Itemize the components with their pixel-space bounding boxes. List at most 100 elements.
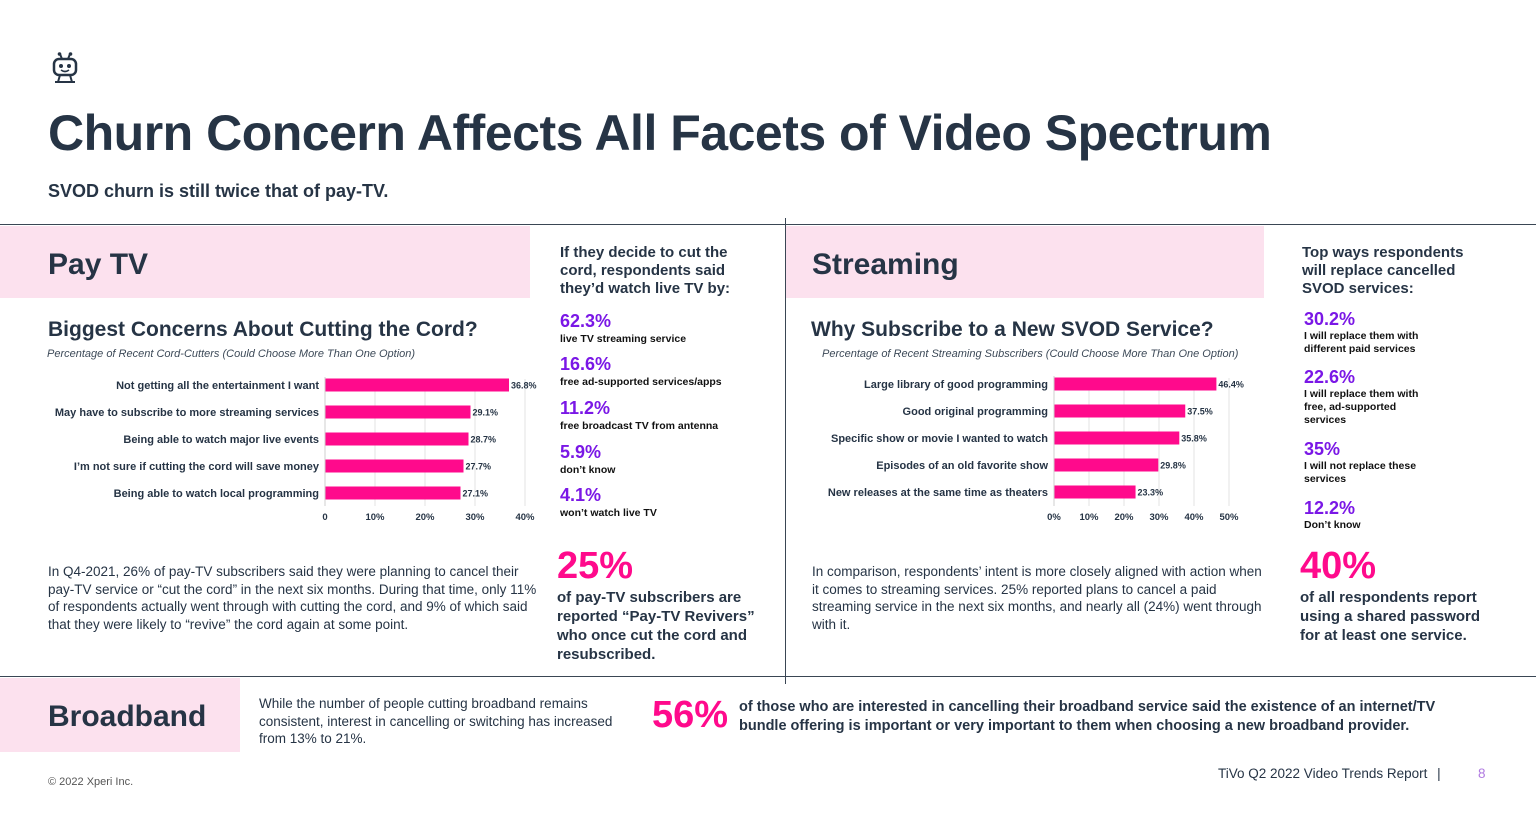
paytv-bar [325,486,461,500]
paytv-tick-label: 40% [515,512,535,523]
paytv-category-label: Being able to watch local programming [114,488,319,500]
streaming-bar [1054,485,1136,499]
streaming-stat-4: 12.2% Don’t know [1304,498,1474,532]
stat-desc: live TV streaming service [560,333,687,345]
bottom-divider [0,676,1536,677]
streaming-tick-label: 30% [1149,512,1169,523]
stat-pct: 4.1% [560,485,602,505]
streaming-paragraph: In comparison, respondents’ intent is mo… [812,564,1262,632]
streaming-bar [1054,377,1217,391]
paytv-bar-chart: 0 10% 20% 30% 40% Not getting all the enterta… [55,377,537,523]
streaming-value-label: 35.8% [1181,434,1207,444]
streaming-value-label: 37.5% [1187,407,1213,417]
streaming-stat-3: 35% I will not replace these services [1304,439,1474,486]
center-divider [785,218,786,684]
paytv-label: Pay TV [48,248,149,281]
streaming-tick-label: 40% [1184,512,1204,523]
top-divider [0,224,1536,225]
streaming-big-desc: of all respondents report using a shared… [1300,589,1481,644]
stat-desc: free ad-supported services/apps [560,376,722,388]
stat-pct: 22.6% [1304,367,1356,387]
streaming-tick-label: 10% [1079,512,1099,523]
stat-desc: I will replace them with free, ad-suppor… [1304,388,1419,426]
streaming-tick-label: 0% [1047,512,1061,523]
stat-pct: 35% [1304,439,1341,459]
tivo-robot-icon [52,52,78,83]
paytv-chart-title: Biggest Concerns About Cutting the Cord? [48,318,478,341]
stat-pct: 30.2% [1304,309,1356,329]
stat-pct: 5.9% [560,442,602,462]
stat-pct: 12.2% [1304,498,1356,518]
report-title: TiVo Q2 2022 Video Trends Report | [1218,766,1446,781]
report-name: TiVo Q2 2022 Video Trends Report [1218,766,1428,781]
paytv-value-label: 29.1% [473,408,499,418]
paytv-value-label: 36.8% [511,381,537,391]
streaming-value-label: 29.8% [1160,461,1186,471]
paytv-stat-1: 62.3% live TV streaming service [560,311,686,346]
streaming-chart-title: Why Subscribe to a New SVOD Service? [811,318,1214,341]
paytv-stat-2: 16.6% free ad-supported services/apps [560,354,722,389]
paytv-value-label: 27.7% [466,462,492,472]
streaming-stat-1: 30.2% I will replace them with different… [1304,309,1474,356]
paytv-big-desc: of pay-TV subscribers are reported “Pay-… [557,589,755,663]
stat-pct: 16.6% [560,354,612,374]
paytv-tick-label: 0 [322,512,327,523]
broadband-big-pct: 56% [652,694,729,736]
streaming-category-label: Specific show or movie I wanted to watch [831,433,1048,445]
streaming-bar [1054,458,1159,472]
page-title: Churn Concern Affects All Facets of Vide… [48,105,1272,161]
stat-pct: 62.3% [560,311,612,331]
stat-desc: Don’t know [1304,519,1361,531]
streaming-band [786,226,1264,298]
paytv-big-pct: 25% [557,545,634,587]
streaming-category-label: Large library of good programming [864,379,1048,391]
paytv-value-label: 28.7% [471,435,497,445]
streaming-big-pct: 40% [1300,545,1377,587]
streaming-stat-2: 22.6% I will replace them with free, ad-… [1304,367,1474,427]
streaming-value-label: 46.4% [1218,380,1244,390]
broadband-text: While the number of people cutting broad… [259,696,613,746]
paytv-value-label: 27.1% [463,489,489,499]
paytv-category-label: Not getting all the entertainment I want [116,380,319,392]
paytv-stat-3: 11.2% free broadcast TV from antenna [560,398,718,433]
stat-desc: free broadcast TV from antenna [560,420,719,432]
stat-desc: don’t know [560,464,616,476]
paytv-bar [325,378,509,392]
streaming-stats-heading: Top ways respondents will replace cancel… [1302,244,1464,297]
stat-desc: I will replace them with different paid … [1304,330,1419,355]
streaming-bar [1054,431,1180,445]
paytv-category-label: I’m not sure if cutting the cord will sa… [74,461,320,473]
paytv-tick-label: 30% [465,512,485,523]
paytv-stat-5: 4.1% won’t watch live TV [560,485,657,520]
streaming-value-label: 23.3% [1138,488,1164,498]
streaming-category-label: Good original programming [903,406,1048,418]
streaming-tick-label: 50% [1219,512,1239,523]
broadband-band [0,678,240,752]
streaming-chart-note: Percentage of Recent Streaming Subscribe… [822,348,1239,360]
stat-desc: I will not replace these services [1304,460,1417,485]
streaming-bar [1054,404,1186,418]
paytv-paragraph: In Q4-2021, 26% of pay-TV subscribers sa… [48,564,537,632]
streaming-category-label: Episodes of an old favorite show [876,460,1048,472]
paytv-category-label: Being able to watch major live events [123,434,319,446]
paytv-stat-4: 5.9% don’t know [560,442,615,477]
paytv-bar [325,405,471,419]
streaming-bar-chart: 0% 10% 20% 30% 40% 50% Large library of good p… [828,376,1244,523]
streaming-tick-label: 20% [1114,512,1134,523]
paytv-category-label: May have to subscribe to more streaming … [55,407,319,419]
broadband-big-desc: of those who are interested in cancellin… [739,699,1436,734]
page-subtitle: SVOD churn is still twice that of pay-TV… [48,181,389,201]
paytv-band [0,226,530,298]
paytv-bar [325,459,464,473]
paytv-bar [325,432,469,446]
paytv-chart-note: Percentage of Recent Cord-Cutters (Could… [47,348,416,360]
streaming-label: Streaming [812,248,959,281]
paytv-tick-label: 20% [415,512,435,523]
copyright: © 2022 Xperi Inc. [48,776,134,788]
footer-separator: | [1437,766,1441,781]
streaming-category-label: New releases at the same time as theater… [828,487,1048,499]
broadband-label: Broadband [48,700,207,733]
stat-desc: won’t watch live TV [560,507,657,519]
paytv-tick-label: 10% [365,512,385,523]
page-number: 8 [1478,766,1486,781]
